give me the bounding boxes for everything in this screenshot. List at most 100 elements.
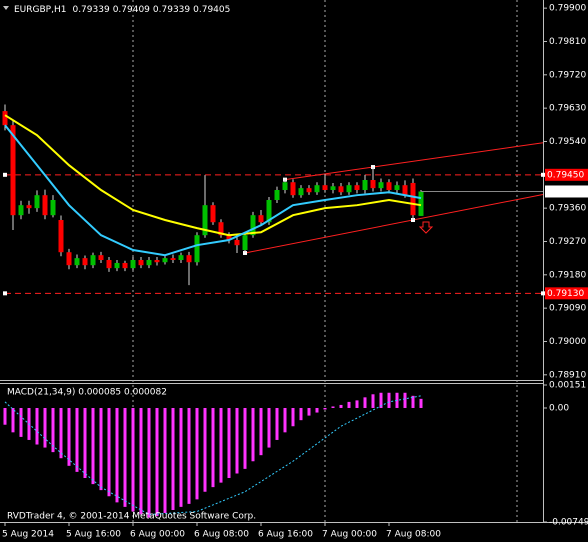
y-tick-label: 0.79090: [549, 304, 586, 314]
candle-body: [226, 235, 232, 240]
macd-signal: [4, 395, 422, 516]
x-tick-label: 7 Aug 08:00: [386, 530, 441, 540]
candle-body: [58, 220, 64, 253]
candle-body: [178, 255, 184, 260]
trend-line: [284, 142, 544, 181]
candle-body: [282, 182, 288, 190]
candle-body: [50, 200, 56, 216]
candle-body: [402, 185, 408, 196]
y-tick-label: 0.79900: [549, 4, 586, 14]
candle-body: [410, 182, 416, 216]
macd-y-tick-label: 0.00151: [549, 381, 586, 391]
candle-body: [346, 185, 352, 193]
candle-body: [186, 255, 192, 263]
candle-body: [74, 258, 80, 266]
candle-body: [162, 258, 168, 263]
candle-body: [146, 260, 152, 266]
candle-body: [114, 262, 120, 269]
candle-body: [202, 205, 208, 236]
candle-body: [98, 255, 104, 260]
candle-body: [10, 125, 16, 216]
level-anchor: [541, 172, 545, 177]
candle-body: [154, 260, 160, 263]
low-value: 0.79339: [153, 5, 190, 15]
symbol: EURGBP,H1: [14, 5, 66, 15]
trend-line: [244, 194, 544, 254]
candle-body: [338, 186, 344, 193]
candle-body: [42, 195, 48, 216]
candle-body: [370, 180, 376, 189]
y-tick-label: 0.79360: [549, 204, 586, 214]
candle-body: [234, 240, 240, 246]
candle-body: [66, 252, 72, 266]
copyright: RVDTrader 4, © 2001-2014 MetaQuotes Soft…: [7, 512, 256, 522]
level-label-box: [545, 168, 588, 181]
header: EURGBP,H1 0.79339 0.79409 0.79339 0.79405: [14, 5, 230, 15]
symbol-icon: [3, 6, 9, 10]
close-value: 0.79405: [193, 5, 230, 15]
level-label: 0.79450: [547, 170, 584, 180]
candle-body: [418, 191, 424, 216]
level-label: 0.79130: [547, 289, 584, 299]
y-tick-label: 0.79180: [549, 270, 586, 280]
current-price-box: [545, 185, 588, 198]
candle-body: [18, 205, 24, 216]
candle-body: [378, 182, 384, 189]
candle-body: [2, 111, 8, 126]
moving-average: [4, 114, 422, 237]
candle-body: [266, 200, 272, 223]
candle-body: [298, 188, 304, 196]
macd-title: MACD(21,34,9) 0.000085 0.000082: [7, 388, 167, 398]
candle-body: [138, 260, 144, 266]
level-anchor: [3, 291, 7, 296]
macd-y-tick-label: 0.00: [549, 403, 569, 413]
level-label-box: [545, 287, 588, 300]
candle-body: [330, 186, 336, 190]
x-tick-label: 7 Aug 00:00: [322, 530, 377, 540]
current-price-label: 0.79405: [547, 187, 584, 197]
candle-body: [130, 260, 136, 269]
sell-arrow: [418, 221, 434, 234]
y-tick-label: 0.79810: [549, 37, 586, 47]
x-tick-label: 6 Aug 08:00: [194, 530, 249, 540]
x-tick-label: 5 Aug 16:00: [66, 530, 121, 540]
candle-body: [354, 185, 360, 190]
candle-body: [250, 215, 256, 236]
candle-body: [386, 182, 392, 190]
candle-body: [26, 205, 32, 209]
candle-body: [322, 185, 328, 190]
moving-average: [4, 124, 422, 257]
candle-body: [34, 195, 40, 209]
y-tick-label: 0.78910: [549, 370, 586, 380]
y-tick-label: 0.79270: [549, 237, 586, 247]
high-value: 0.79409: [113, 5, 150, 15]
y-tick-label: 0.79000: [549, 337, 586, 347]
candle-body: [82, 258, 88, 266]
x-tick-label: 6 Aug 00:00: [130, 530, 185, 540]
candle-body: [258, 215, 264, 223]
y-tick-label: 0.79720: [549, 70, 586, 80]
candle-body: [122, 262, 128, 269]
candle-body: [290, 182, 296, 196]
y-tick-label: 0.79630: [549, 104, 586, 114]
candle-body: [394, 185, 400, 190]
level-anchor: [3, 172, 7, 177]
level-anchor: [541, 291, 545, 296]
open-value: 0.79339: [72, 5, 109, 15]
candle-body: [106, 260, 112, 269]
candle-body: [242, 235, 248, 250]
candle-body: [194, 235, 200, 263]
candle-body: [362, 180, 368, 190]
candle-body: [170, 258, 176, 260]
candle-body: [90, 255, 96, 266]
candle-body: [274, 190, 280, 200]
candle-body: [306, 188, 312, 193]
y-tick-label: 0.79540: [549, 137, 586, 147]
macd-y-tick-label: -0.00749: [549, 518, 588, 528]
candle-body: [218, 222, 224, 236]
candle-body: [314, 185, 320, 193]
x-tick-label: 6 Aug 16:00: [258, 530, 313, 540]
